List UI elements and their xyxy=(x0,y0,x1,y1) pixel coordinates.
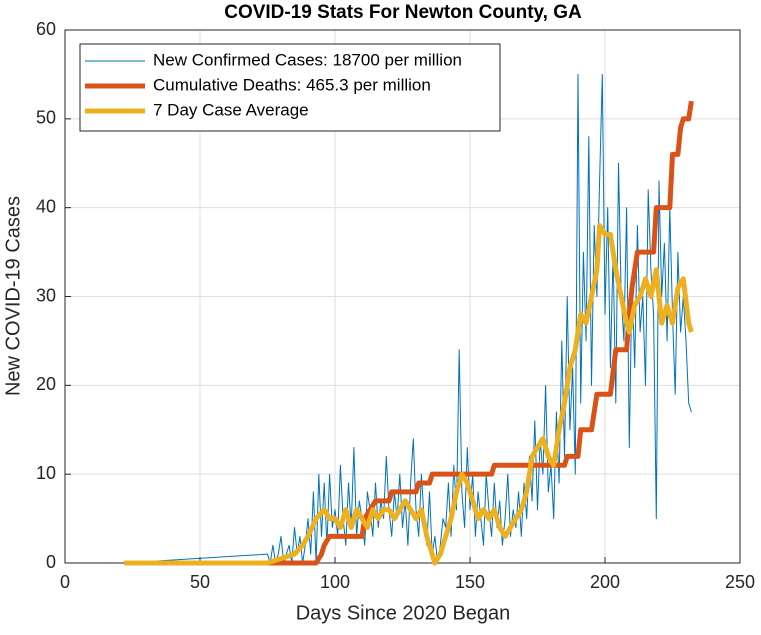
chart-title: COVID-19 Stats For Newton County, GA xyxy=(224,2,582,23)
data-line xyxy=(124,100,694,566)
x-tick-label: 100 xyxy=(320,572,350,592)
legend-label: Cumulative Deaths: 465.3 per million xyxy=(153,75,431,94)
legend-label: 7 Day Case Average xyxy=(153,100,309,119)
y-tick-label: 30 xyxy=(36,285,56,305)
x-axis-label: Days Since 2020 Began xyxy=(296,602,511,624)
x-tick-label: 150 xyxy=(455,572,485,592)
y-tick-label: 40 xyxy=(36,196,56,216)
x-tick-label: 0 xyxy=(60,572,70,592)
x-tick-label: 200 xyxy=(590,572,620,592)
y-tick-label: 50 xyxy=(36,108,56,128)
y-tick-label: 60 xyxy=(36,19,56,39)
axes-box xyxy=(64,29,741,564)
legend-box xyxy=(79,43,501,132)
x-tick-label: 250 xyxy=(725,572,755,592)
y-tick-label: 0 xyxy=(46,552,56,572)
y-tick-label: 10 xyxy=(36,463,56,483)
y-axis-label: New COVID-19 Cases xyxy=(2,196,24,396)
legend-label: New Confirmed Cases: 18700 per million xyxy=(153,50,462,69)
x-tick-label: 50 xyxy=(190,572,210,592)
data-line xyxy=(124,222,694,566)
y-tick-label: 20 xyxy=(36,374,56,394)
